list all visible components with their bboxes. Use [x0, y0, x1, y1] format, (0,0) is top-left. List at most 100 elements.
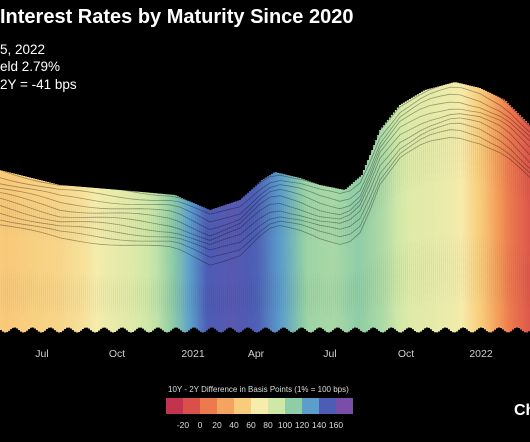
yield-curve-slice: [110, 189, 115, 333]
legend-swatch: [251, 398, 268, 414]
yield-curve-slice: [114, 189, 119, 331]
x-tick-label: 2022: [469, 348, 493, 360]
legend-swatch: [336, 398, 353, 414]
legend-tick-label: -20: [176, 420, 190, 430]
yield-curve-slice: [500, 98, 505, 330]
legend-tick-label: 0: [197, 420, 203, 430]
yield-curve-slice: [318, 184, 323, 328]
yield-curve-slice: [158, 193, 163, 329]
yield-curve-slice: [310, 182, 315, 332]
yield-curve-slice: [362, 169, 367, 333]
yield-curve-slice: [332, 187, 337, 329]
yield-curve-slice: [212, 208, 217, 329]
color-legend-bar: [166, 398, 353, 414]
yield-curve-slice: [506, 102, 511, 333]
legend-tick-label: 60: [246, 420, 256, 430]
yield-curve-slice: [526, 122, 530, 332]
yield-curve-slice: [484, 90, 489, 332]
yield-curve-slice: [398, 104, 403, 333]
yield-curve-ridges: [0, 81, 530, 333]
yield-curve-slice: [176, 196, 181, 329]
yield-curve-slice: [174, 195, 179, 328]
yield-curve-slice: [358, 176, 363, 331]
yield-curve-slice: [62, 185, 67, 330]
yield-curve-slice: [188, 201, 193, 329]
yield-curve-slice: [100, 188, 105, 328]
legend-swatch: [285, 398, 302, 414]
yield-curve-slice: [368, 154, 373, 329]
yield-curve-slice: [112, 189, 117, 333]
yield-curve-slice: [260, 179, 265, 329]
yield-curve-slice: [426, 89, 431, 328]
legend-swatch: [302, 398, 319, 414]
yield-curve-slice: [2, 170, 7, 333]
yield-curve-slice: [284, 174, 289, 329]
curve-strand: [0, 129, 530, 258]
yield-curve-slice: [326, 186, 331, 333]
yield-curve-slice: [146, 192, 151, 333]
yield-curve-slice: [242, 196, 247, 329]
yield-curve-slice: [80, 186, 85, 329]
yield-curve-slice: [8, 172, 13, 330]
yield-curve-slice: [210, 209, 215, 328]
yield-curve-slice: [316, 184, 321, 328]
yield-curve-slice: [138, 191, 143, 328]
yield-curve-slice: [488, 92, 493, 333]
yield-curve-slice: [116, 189, 121, 329]
yield-curve-slice: [322, 185, 327, 331]
curve-strand: [0, 93, 530, 223]
yield-curve-slice: [474, 87, 479, 330]
yield-curve-slice: [148, 192, 153, 332]
yield-curve-slice: [190, 202, 195, 328]
yield-curve-slice: [106, 188, 111, 331]
yield-curve-slice: [170, 194, 175, 329]
yield-curve-slice: [448, 83, 453, 332]
curve-strand: [0, 117, 530, 246]
yield-curve-slice: [70, 185, 75, 331]
yield-curve-slice: [288, 175, 293, 333]
yield-curve-slice: [340, 189, 345, 331]
yield-curve-slice: [214, 207, 219, 331]
yield-curve-slice: [300, 178, 305, 328]
yield-curve-slice: [258, 181, 263, 331]
yield-curve-slice: [140, 191, 145, 329]
yield-curve-slice: [512, 108, 517, 329]
yield-curve-slice: [292, 176, 297, 332]
yield-curve-slice: [180, 197, 185, 332]
x-tick-label: Oct: [397, 348, 415, 360]
yield-curve-slice: [346, 187, 351, 332]
yield-curve-slice: [286, 175, 291, 331]
yield-curve-slice: [394, 109, 399, 331]
yield-curve-slice: [14, 173, 19, 329]
yield-curve-slice: [442, 84, 447, 328]
yield-curve-slice: [236, 200, 241, 333]
yield-curve-slice: [402, 102, 407, 330]
yield-curve-slice: [450, 82, 455, 333]
yield-curve-slice: [510, 106, 515, 330]
yield-curve-slice: [464, 84, 469, 330]
yield-curve-slice: [184, 199, 189, 332]
yield-curve-slice: [220, 205, 225, 332]
yield-curve-slice: [48, 182, 53, 328]
yield-curve-slice: [330, 187, 335, 331]
yield-curve-slice: [498, 97, 503, 329]
yield-curve-slice: [42, 180, 47, 331]
yield-curve-slice: [296, 177, 301, 329]
legend-swatch: [319, 398, 336, 414]
yield-curve-slice: [208, 209, 213, 328]
yield-curve-slice: [20, 175, 25, 333]
yield-curve-slice: [6, 171, 11, 331]
yield-curve-slice: [124, 190, 129, 331]
curve-strand: [0, 81, 530, 209]
color-legend-title: 10Y - 2Y Difference in Basis Points (1% …: [168, 385, 349, 394]
x-tick-label: Apr: [247, 348, 265, 360]
legend-swatch: [268, 398, 285, 414]
yield-curve-slice: [102, 188, 107, 328]
yield-curve-slice: [74, 186, 79, 333]
yield-curve-slice: [374, 139, 379, 330]
yield-curve-slice: [514, 110, 519, 328]
yield-curve-slice: [444, 84, 449, 328]
yield-curve-slice: [476, 87, 481, 329]
yield-curve-slice: [252, 187, 257, 333]
yield-curve-slice: [166, 194, 171, 332]
